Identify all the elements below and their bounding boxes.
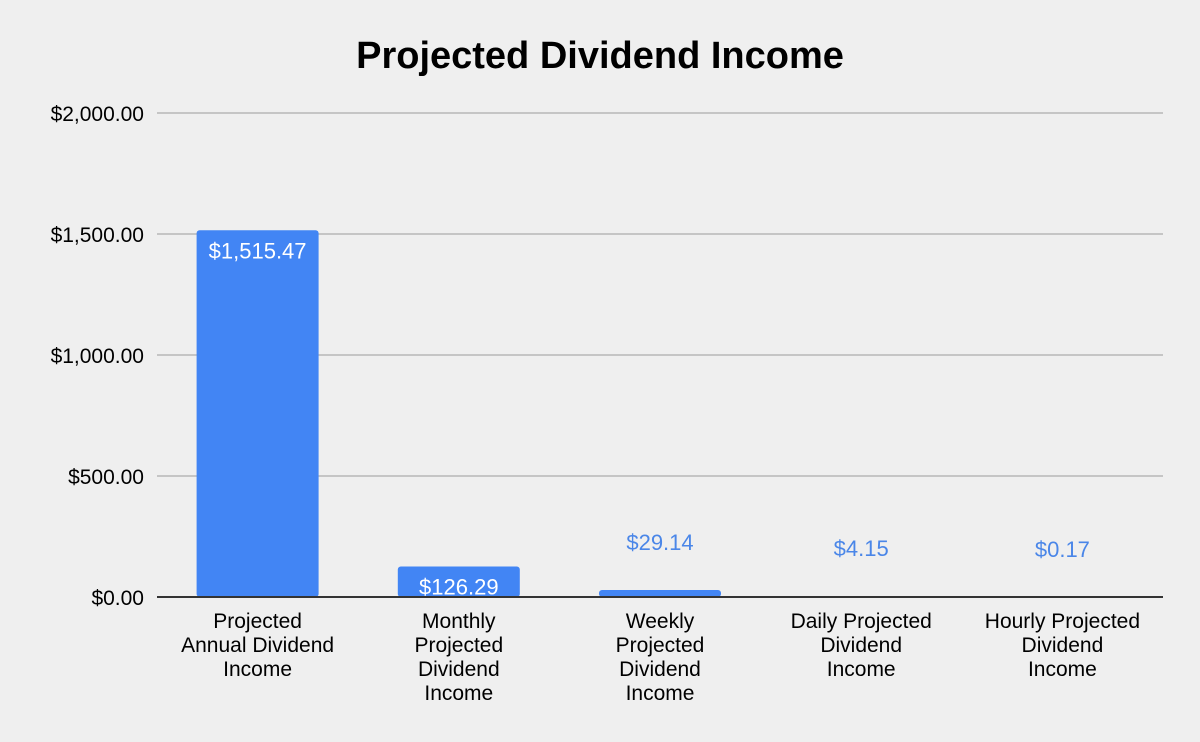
category-label: Income: [223, 658, 292, 681]
category-label: Dividend: [1022, 634, 1104, 657]
y-tick-label: $2,000.00: [51, 103, 144, 126]
data-label: $126.29: [419, 574, 499, 599]
category-label: Income: [626, 682, 695, 705]
category-label: Income: [827, 658, 896, 681]
bar: [196, 230, 319, 597]
y-tick-label: $1,500.00: [51, 224, 144, 247]
data-label: $4.15: [834, 536, 889, 561]
bar: [599, 589, 721, 597]
bar: [397, 566, 520, 597]
data-labels: $1,515.47 $126.29 $29.14 $4.15 $0.17: [209, 238, 1090, 599]
category-label: Daily Projected: [791, 610, 932, 633]
category-label: Dividend: [619, 658, 701, 681]
category-label: Projected: [213, 610, 302, 633]
data-label: $29.14: [626, 530, 693, 555]
data-label: $1,515.47: [209, 238, 307, 263]
category-label: Annual Dividend: [181, 634, 334, 657]
gridlines: [157, 112, 1163, 477]
y-tick-label: $0.00: [91, 587, 144, 610]
category-label: Projected: [616, 634, 705, 657]
bars: [196, 230, 1124, 597]
category-label: Weekly: [626, 610, 695, 633]
y-tick-label: $1,000.00: [51, 345, 144, 368]
y-axis-tick-labels: $0.00 $500.00 $1,000.00 $1,500.00 $2,000.00: [51, 103, 144, 610]
category-label: Income: [1028, 658, 1097, 681]
y-tick-label: $500.00: [68, 466, 144, 489]
category-label: Projected: [414, 634, 503, 657]
category-label: Dividend: [820, 634, 902, 657]
data-label: $0.17: [1035, 537, 1090, 562]
category-label: Dividend: [418, 658, 500, 681]
category-label: Monthly: [422, 610, 496, 633]
category-label: Income: [424, 682, 493, 705]
chart-title: Projected Dividend Income: [356, 35, 844, 77]
category-label: Hourly Projected: [985, 610, 1140, 633]
